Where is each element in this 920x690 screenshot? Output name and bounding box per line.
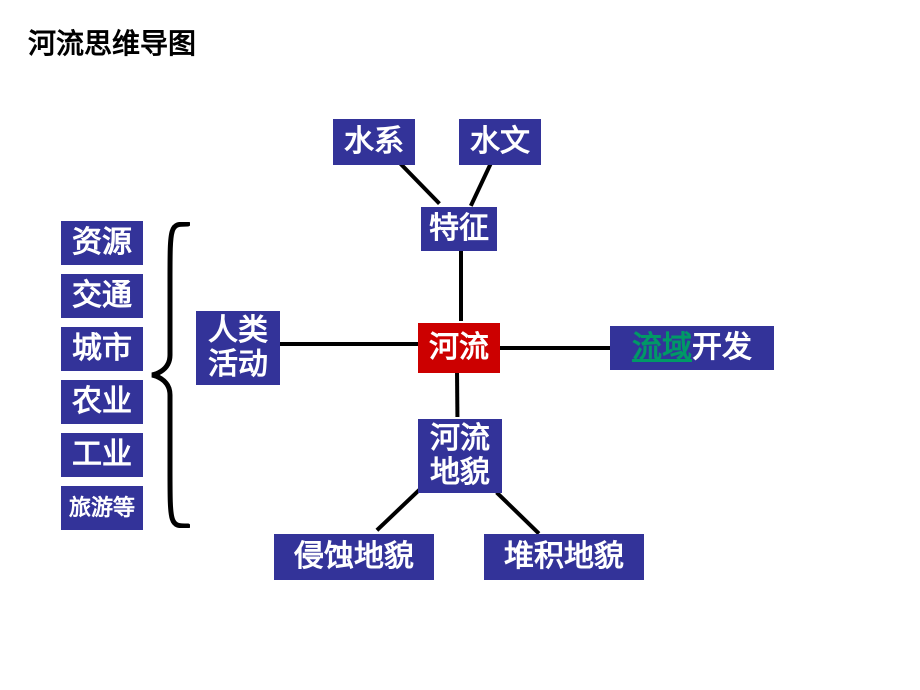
node-hydrography: 水系 xyxy=(333,119,415,165)
connector-line xyxy=(455,371,459,417)
connector-line xyxy=(396,160,440,205)
side-item: 交通 xyxy=(61,274,143,318)
node-hydrology: 水文 xyxy=(459,119,541,165)
side-item: 资源 xyxy=(61,221,143,265)
side-item: 旅游等 xyxy=(61,486,143,530)
side-item: 城市 xyxy=(61,327,143,371)
connector-line xyxy=(280,342,418,346)
connector-line xyxy=(469,163,492,207)
connector-line xyxy=(500,346,610,350)
side-item: 农业 xyxy=(61,380,143,424)
node-features: 特征 xyxy=(421,207,497,251)
basin-link-text[interactable]: 流域 xyxy=(632,331,692,366)
node-geomorph: 河流 地貌 xyxy=(418,419,502,493)
page-title: 河流思维导图 xyxy=(28,22,196,62)
node-erosion: 侵蚀地貌 xyxy=(274,534,434,580)
connector-line xyxy=(495,491,540,535)
node-human: 人类 活动 xyxy=(196,311,280,385)
side-item: 工业 xyxy=(61,433,143,477)
grouping-brace xyxy=(150,222,190,528)
node-basin: 流域 开发 xyxy=(610,326,774,370)
connector-line xyxy=(375,488,421,532)
connector-line xyxy=(459,249,463,321)
node-deposition: 堆积地貌 xyxy=(484,534,644,580)
basin-text: 开发 xyxy=(692,331,752,366)
node-center: 河流 xyxy=(418,323,500,373)
